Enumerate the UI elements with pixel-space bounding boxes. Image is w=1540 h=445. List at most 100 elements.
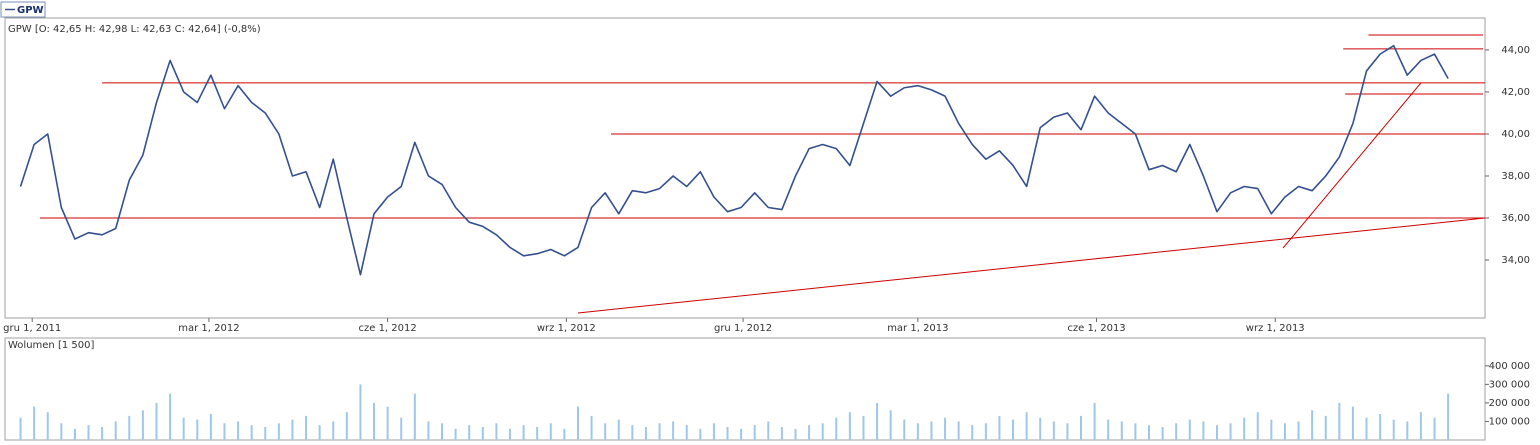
volume-bar — [318, 425, 321, 440]
x-tick-label: gru 1, 2012 — [714, 323, 772, 334]
volume-bar — [821, 423, 824, 440]
trend-line — [1282, 82, 1422, 249]
volume-bar — [1025, 412, 1028, 440]
volume-bar — [1107, 419, 1110, 440]
volume-bar — [332, 421, 335, 440]
volume-bar — [726, 427, 729, 440]
volume-bar — [617, 419, 620, 440]
volume-bar — [576, 406, 579, 440]
volume-bar — [1338, 402, 1341, 440]
y-tick-label: 400 000 — [1489, 361, 1530, 372]
volume-bar — [345, 412, 348, 440]
volume-bar — [590, 415, 593, 440]
volume-bar — [427, 421, 430, 440]
volume-bar — [862, 415, 865, 440]
volume-bar — [1270, 419, 1273, 440]
y-tick-label: 42,00 — [1501, 87, 1530, 98]
volume-bar — [277, 423, 280, 440]
x-tick-label: mar 1, 2013 — [887, 323, 948, 334]
volume-bar — [672, 421, 675, 440]
volume-bar — [699, 428, 702, 440]
y-tick-label: 38,00 — [1501, 171, 1530, 182]
volume-bar — [957, 421, 960, 440]
volume-bar — [1066, 423, 1069, 440]
volume-bar — [1256, 412, 1259, 440]
price-panel — [4, 17, 1486, 319]
volume-bar — [1093, 402, 1096, 440]
volume-bar — [1215, 425, 1218, 440]
volume-bar — [1406, 421, 1409, 440]
volume-bar — [1161, 427, 1164, 440]
volume-bar — [1297, 421, 1300, 440]
y-tick-label: 100 000 — [1489, 416, 1530, 427]
y-tick-label: 40,00 — [1501, 129, 1530, 140]
volume-bar — [1447, 393, 1450, 440]
x-tick-label: cze 1, 2013 — [1067, 323, 1125, 334]
volume-bar — [495, 423, 498, 440]
x-tick-label: mar 1, 2012 — [178, 323, 239, 334]
volume-bar — [128, 415, 131, 440]
volume-bar — [563, 428, 566, 440]
volume-bar — [196, 419, 199, 440]
volume-bar — [631, 425, 634, 440]
x-tick-label: gru 1, 2011 — [3, 323, 61, 334]
volume-bar — [305, 415, 308, 440]
volume-bar — [468, 425, 471, 440]
volume-bar — [767, 421, 770, 440]
volume-bar — [536, 427, 539, 440]
volume-bar — [753, 425, 756, 440]
volume-bar — [1134, 423, 1137, 440]
volume-bar — [46, 412, 49, 440]
volume-bar — [835, 417, 838, 440]
volume-bar — [1147, 425, 1150, 440]
volume-bar — [1283, 423, 1286, 440]
x-tick-label: wrz 1, 2013 — [1246, 323, 1305, 334]
volume-bar — [658, 423, 661, 440]
volume-bar — [644, 427, 647, 440]
volume-bar — [101, 427, 104, 440]
volume-bar — [1039, 417, 1042, 440]
legend-box[interactable] — [0, 1, 46, 18]
y-tick-label: 200 000 — [1489, 398, 1530, 409]
volume-bar — [114, 421, 117, 440]
volume-bar — [794, 428, 797, 440]
volume-bar — [522, 425, 525, 440]
y-tick-label: 36,00 — [1501, 213, 1530, 224]
volume-bar — [1324, 415, 1327, 440]
y-tick-label: 34,00 — [1501, 255, 1530, 266]
volume-bar — [1229, 423, 1232, 440]
y-tick-label: 300 000 — [1489, 379, 1530, 390]
volume-bar — [604, 423, 607, 440]
volume-bar — [903, 419, 906, 440]
volume-bar — [1175, 423, 1178, 440]
volume-bar — [944, 417, 947, 440]
legend-label[interactable]: GPW — [17, 5, 44, 16]
volume-bar — [481, 427, 484, 440]
volume-bar — [1351, 406, 1354, 440]
volume-bar — [237, 421, 240, 440]
y-tick-label: 44,00 — [1501, 45, 1530, 56]
volume-bar — [209, 414, 212, 440]
volume-bar — [19, 417, 22, 440]
volume-bar — [223, 423, 226, 440]
volume-bar — [808, 425, 811, 440]
volume-bar — [998, 415, 1001, 440]
volume-bar — [740, 428, 743, 440]
volume-bar — [291, 419, 294, 440]
volume-bar — [250, 425, 253, 440]
volume-bar — [971, 425, 974, 440]
trend-line — [577, 217, 1486, 314]
volume-bar — [1433, 417, 1436, 440]
volume-bar — [1012, 419, 1015, 440]
volume-panel — [4, 337, 1486, 441]
volume-bar — [1080, 415, 1083, 440]
volume-bar — [441, 423, 444, 440]
volume-bar — [264, 427, 267, 440]
volume-bar — [848, 412, 851, 440]
volume-bar — [373, 402, 376, 440]
volume-bar — [1202, 421, 1205, 440]
volume-bar — [73, 428, 76, 440]
volume-bar — [33, 406, 36, 440]
volume-bar — [413, 393, 416, 440]
